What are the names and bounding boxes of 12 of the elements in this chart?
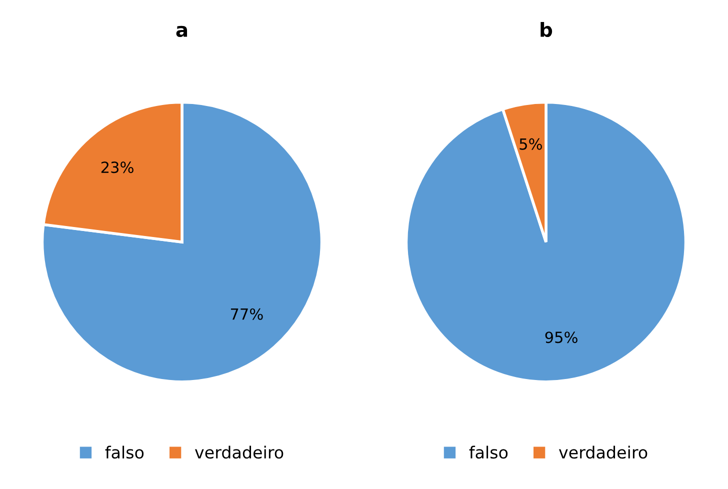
pie-slice [40,100,324,384]
legend-label: falso [105,446,144,459]
chart-title: a [176,26,188,38]
legend-label: falso [469,446,508,459]
legend-label: verdadeiro [558,446,648,459]
data-label: 5% [520,138,542,150]
chart-title: b [540,22,552,38]
legend-label: verdadeiro [194,446,284,459]
pie-slice [404,100,688,384]
data-label: 77% [230,308,263,320]
data-label: 23% [101,162,134,174]
data-label: 95% [545,332,578,344]
